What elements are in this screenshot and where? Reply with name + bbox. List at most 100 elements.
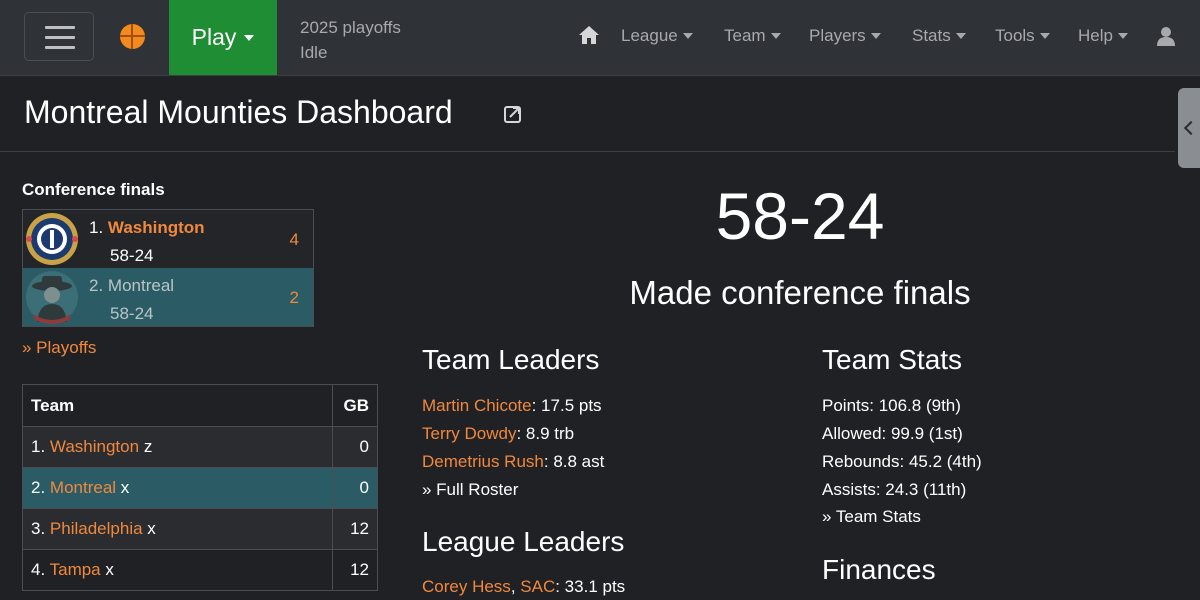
team-cell: 4. Tampa x xyxy=(22,549,333,591)
playoffs-link[interactable]: » Playoffs xyxy=(22,338,97,357)
clinch-marker: x xyxy=(120,478,130,497)
status-season: 2025 playoffs xyxy=(300,18,401,37)
game-status: 2025 playoffs Idle xyxy=(300,15,401,65)
playoff-series-card: 1. Washington 58-24 4 2. Montreal 58-24 … xyxy=(22,209,314,327)
player-link[interactable]: Demetrius Rush xyxy=(422,452,544,471)
team-stats-link[interactable]: » Team Stats xyxy=(822,507,921,526)
table-row: 3. Philadelphia x 12 xyxy=(22,508,378,550)
finances-heading: Finances xyxy=(822,554,936,585)
separator: , xyxy=(510,577,521,596)
team-link[interactable]: Philadelphia xyxy=(49,519,143,538)
caret-down-icon xyxy=(770,33,781,39)
top-navbar: Play 2025 playoffs Idle League Team Play… xyxy=(0,0,1200,76)
seed-number: 3. xyxy=(31,519,46,538)
full-roster-link[interactable]: » Full Roster xyxy=(422,480,519,499)
user-icon[interactable] xyxy=(1156,26,1176,46)
seed-number: 1. xyxy=(89,218,104,237)
team-link[interactable]: Tampa xyxy=(49,560,101,579)
season-record: 58-24 xyxy=(715,179,885,253)
table-row: 4. Tampa x 12 xyxy=(22,549,378,591)
nav-stats[interactable]: Stats xyxy=(912,26,966,46)
list-item: Martin Chicote: 17.5 pts xyxy=(422,396,602,416)
team-name-montreal: Montreal xyxy=(107,276,175,295)
list-item: Demetrius Rush: 8.8 ast xyxy=(422,452,604,472)
clinch-marker: z xyxy=(143,437,153,456)
player-link[interactable]: Terry Dowdy xyxy=(422,424,517,443)
league-leaders-heading: League Leaders xyxy=(422,526,625,557)
seed-number: 2. xyxy=(31,478,46,497)
stat-line: Allowed: 99.9 (1st) xyxy=(822,424,963,443)
series-round-label: Conference finals xyxy=(22,180,165,199)
nav-players[interactable]: Players xyxy=(809,26,881,46)
external-link-icon[interactable] xyxy=(503,104,523,124)
hamburger-menu-button[interactable] xyxy=(24,12,94,61)
column-header-gb[interactable]: GB xyxy=(332,384,378,427)
table-row: 1. Washington z 0 xyxy=(22,426,378,468)
hamburger-icon-bar xyxy=(45,46,75,49)
seed-number: 1. xyxy=(31,437,46,456)
series-team-row: 1. Washington 58-24 4 xyxy=(23,210,313,269)
montreal-logo xyxy=(26,271,78,324)
play-label: Play xyxy=(191,24,237,50)
player-link[interactable]: Corey Hess xyxy=(422,577,511,596)
caret-down-icon xyxy=(870,33,881,39)
sidebar-toggle-button[interactable] xyxy=(1178,88,1200,168)
team-link[interactable]: Montreal xyxy=(49,478,117,497)
stat-value: : 33.1 pts xyxy=(555,577,626,596)
clinch-marker: x xyxy=(105,560,114,579)
caret-down-icon xyxy=(1117,33,1128,39)
title-divider xyxy=(0,151,1175,152)
caret-down-icon xyxy=(955,33,966,39)
nav-players-label: Players xyxy=(809,26,866,45)
series-wins: 4 xyxy=(289,230,299,249)
nav-league[interactable]: League xyxy=(621,26,693,46)
team-abbrev-link[interactable]: SAC xyxy=(520,577,556,596)
nav-help[interactable]: Help xyxy=(1078,26,1128,46)
play-menu-button[interactable]: Play xyxy=(169,0,277,75)
series-wins: 2 xyxy=(289,288,299,307)
team-cell: 1. Washington z xyxy=(22,426,333,468)
stat-line: Rebounds: 45.2 (4th) xyxy=(822,452,982,471)
nav-team[interactable]: Team xyxy=(724,26,781,46)
player-link[interactable]: Martin Chicote xyxy=(422,396,532,415)
team-link[interactable]: Washington xyxy=(49,437,140,456)
caret-down-icon xyxy=(1039,33,1050,39)
standings-table: Team GB 1. Washington z 0 2. Montreal x … xyxy=(22,384,378,591)
series-team-row: 2. Montreal 58-24 2 xyxy=(23,268,313,326)
chevron-left-icon xyxy=(1183,120,1199,136)
basketball-icon[interactable] xyxy=(120,24,145,49)
caret-down-icon xyxy=(682,33,693,39)
team-cell: 3. Philadelphia x xyxy=(22,508,333,550)
stat-value: : 17.5 pts xyxy=(531,396,602,415)
nav-stats-label: Stats xyxy=(912,26,951,45)
washington-logo xyxy=(26,213,78,265)
nav-team-label: Team xyxy=(724,26,766,45)
hamburger-icon-bar xyxy=(45,36,75,39)
stat-value: : 8.9 trb xyxy=(516,424,575,443)
hamburger-icon-bar xyxy=(45,26,75,29)
seed-number: 4. xyxy=(31,560,46,579)
home-icon[interactable] xyxy=(578,24,600,46)
team-record: 58-24 xyxy=(110,246,154,265)
gb-cell: 0 xyxy=(332,467,378,509)
clinch-marker: x xyxy=(147,519,156,538)
team-link-washington[interactable]: Washington xyxy=(107,218,205,237)
status-state: Idle xyxy=(300,43,328,62)
table-header-row: Team GB xyxy=(22,384,378,427)
stat-line: Assists: 24.3 (11th) xyxy=(822,480,967,499)
team-cell: 2. Montreal x xyxy=(22,467,333,509)
nav-tools[interactable]: Tools xyxy=(995,26,1050,46)
series-team-name: 2. Montreal xyxy=(89,276,174,296)
stat-line: Points: 106.8 (9th) xyxy=(822,396,961,415)
caret-down-icon xyxy=(244,34,255,41)
gb-cell: 12 xyxy=(332,549,378,591)
team-record: 58-24 xyxy=(110,304,154,323)
list-item: Corey Hess, SAC: 33.1 pts xyxy=(422,577,625,597)
nav-tools-label: Tools xyxy=(995,26,1035,45)
column-header-team[interactable]: Team xyxy=(22,384,333,427)
gb-cell: 12 xyxy=(332,508,378,550)
table-row: 2. Montreal x 0 xyxy=(22,467,378,509)
seed-number: 2. xyxy=(89,276,104,295)
series-team-name: 1. Washington xyxy=(89,218,205,238)
gb-cell: 0 xyxy=(332,426,378,468)
